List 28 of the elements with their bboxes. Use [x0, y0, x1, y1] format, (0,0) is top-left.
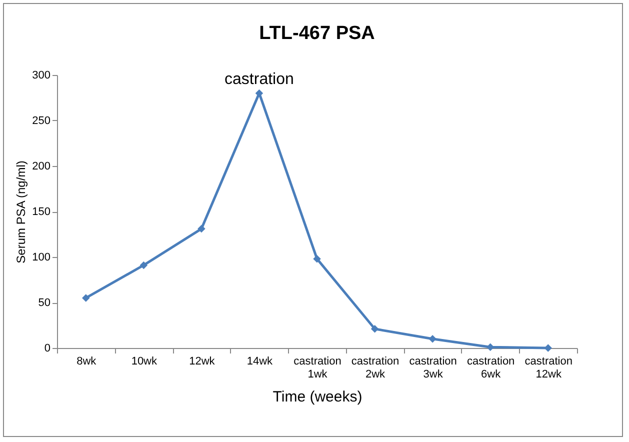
annotation: castration	[224, 71, 294, 88]
point	[140, 261, 148, 270]
x-tick-label: 10wk	[131, 356, 158, 368]
y-tick-label: 150	[32, 206, 50, 218]
y-tick-label: 100	[32, 252, 50, 264]
x-tick-label: castration 12wk	[524, 356, 572, 380]
x-tick-label: 12wk	[189, 356, 216, 368]
x-axis-title: Time (weeks)	[272, 388, 362, 406]
point	[82, 294, 90, 302]
y-tick-label: 50	[38, 297, 50, 309]
x-tick-label: castration 3wk	[409, 356, 457, 380]
y-tick-label: 200	[32, 160, 50, 172]
point	[198, 224, 206, 233]
y-tick-label: 250	[32, 115, 50, 127]
y-axis-title: Serum PSA (ng/ml)	[14, 160, 28, 264]
x-tick-label: 8wk	[76, 356, 97, 368]
chart-title: LTL-467 PSA	[259, 23, 376, 44]
y-tick-label: 300	[32, 70, 50, 82]
point	[313, 254, 321, 263]
point	[428, 335, 436, 343]
x-tick-label: castration 2wk	[351, 356, 400, 380]
point	[370, 325, 379, 333]
x-tick-label: castration 6wk	[466, 356, 515, 380]
y-tick-label: 0	[44, 342, 50, 354]
x-tick-label: 14wk	[246, 356, 274, 368]
point	[255, 89, 264, 98]
x-tick-label: castration 1wk	[294, 356, 342, 380]
point	[544, 344, 552, 352]
